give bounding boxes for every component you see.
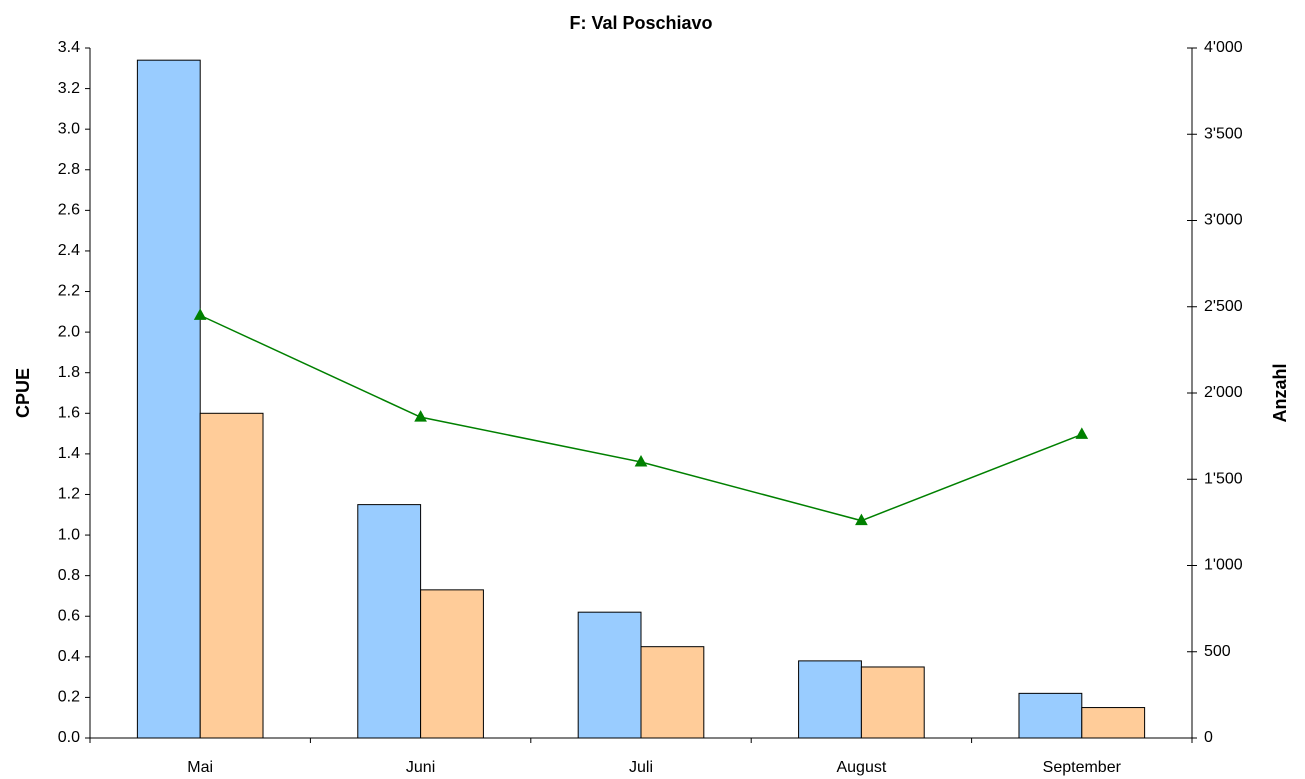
y-axis-title: CPUE xyxy=(13,368,33,418)
x-tick-label: Juli xyxy=(629,759,653,776)
y2-tick-label: 1'000 xyxy=(1204,557,1243,574)
y-tick-label: 1.2 xyxy=(58,486,80,503)
bar xyxy=(798,660,862,739)
x-tick-label: September xyxy=(1043,759,1122,776)
y-tick-label: 1.6 xyxy=(58,405,80,422)
y2-tick-label: 3'000 xyxy=(1204,212,1243,229)
bar xyxy=(199,412,264,739)
y2-tick-label: 3'500 xyxy=(1204,125,1243,142)
bar xyxy=(1018,692,1083,739)
line-marker xyxy=(414,410,427,422)
bar xyxy=(640,646,705,739)
x-tick-label: Mai xyxy=(187,759,213,776)
x-tick-label: Juni xyxy=(406,759,435,776)
chart-title: F: Val Poschiavo xyxy=(569,13,712,33)
bar xyxy=(577,611,642,739)
y-tick-label: 3.2 xyxy=(58,80,80,97)
y-tick-label: 0.8 xyxy=(58,567,80,584)
y2-tick-label: 2'500 xyxy=(1204,298,1243,315)
y-tick-label: 0.0 xyxy=(58,729,80,746)
y-tick-label: 2.4 xyxy=(58,242,80,259)
y-tick-label: 0.4 xyxy=(58,648,80,665)
y-tick-label: 0.6 xyxy=(58,607,80,624)
line xyxy=(199,314,1083,522)
y2-axis-title: Anzahl xyxy=(1270,363,1290,422)
x-tick-label: August xyxy=(836,759,886,776)
y2-tick-label: 0 xyxy=(1204,729,1213,746)
y2-tick-label: 1'500 xyxy=(1204,470,1243,487)
y-tick-label: 2.0 xyxy=(58,323,80,340)
y2-tick-label: 500 xyxy=(1204,643,1231,660)
y2-tick-label: 2'000 xyxy=(1204,384,1243,401)
y-tick-label: 1.8 xyxy=(58,364,80,381)
line-marker xyxy=(1075,427,1089,439)
y-tick-label: 1.4 xyxy=(58,445,80,462)
y2-tick-label: 4'000 xyxy=(1204,39,1243,56)
y-tick-label: 2.2 xyxy=(58,283,80,300)
y-tick-label: 2.8 xyxy=(58,161,80,178)
y-tick-label: 1.0 xyxy=(58,526,80,543)
bar xyxy=(1081,707,1146,739)
y-tick-label: 0.2 xyxy=(58,689,80,706)
line-marker xyxy=(193,308,207,320)
bar xyxy=(860,666,925,739)
y-tick-label: 3.0 xyxy=(58,120,80,137)
y-tick-label: 2.6 xyxy=(58,202,80,219)
line-marker xyxy=(634,454,648,467)
bar xyxy=(420,589,484,739)
bar xyxy=(136,59,201,739)
y-tick-label: 3.4 xyxy=(58,39,80,56)
line-marker xyxy=(855,513,868,526)
bar xyxy=(357,504,422,739)
